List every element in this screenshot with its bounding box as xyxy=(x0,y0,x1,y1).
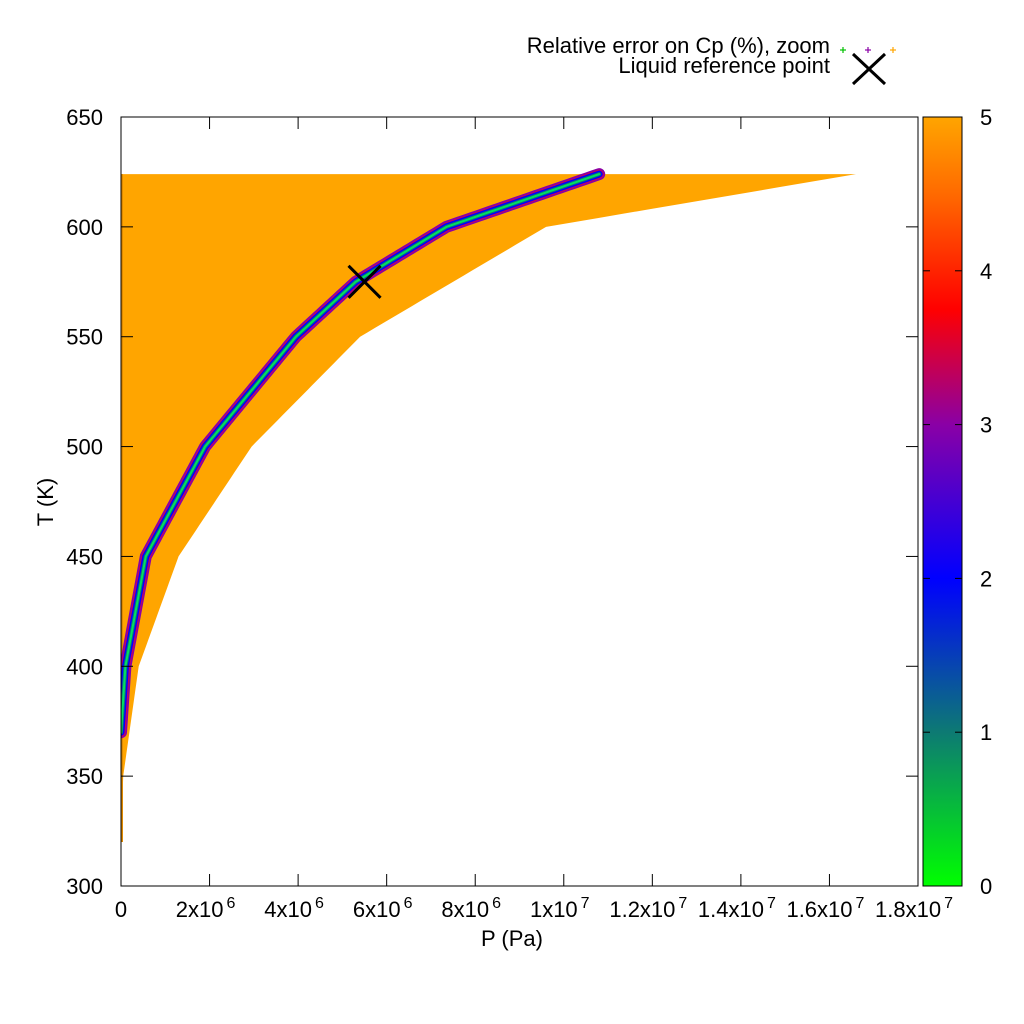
x-tick-label: 1.2x10 7 xyxy=(609,895,687,922)
colorbar-tick-label: 0 xyxy=(980,874,992,899)
x-tick-label: 6x10 6 xyxy=(353,895,413,922)
x-tick-label: 1.4x10 7 xyxy=(698,895,776,922)
colorbar-tick-label: 4 xyxy=(980,259,992,284)
colorbar-tick-label: 1 xyxy=(980,720,992,745)
colorbar-tick-label: 3 xyxy=(980,413,992,438)
x-tick-label: 2x10 6 xyxy=(176,895,236,922)
legend-marker-reference-point xyxy=(851,52,887,86)
y-tick-label: 300 xyxy=(66,874,103,899)
plot-frame xyxy=(120,116,919,887)
y-tick-label: 550 xyxy=(66,325,103,350)
y-tick-label: 500 xyxy=(66,435,103,460)
reference-point-marker xyxy=(347,264,382,299)
x-tick-label: 1.6x10 7 xyxy=(786,895,864,922)
x-axis-ticks: 0 2x10 6 4x10 6 6x10 6 8x10 6 1x10 7 1.2x10 7 1.4x10 7… xyxy=(115,117,953,922)
y-tick-label: 350 xyxy=(66,764,103,789)
y-tick-label: 450 xyxy=(66,544,103,569)
colorbar-tick-label: 2 xyxy=(980,566,992,591)
y-tick-label: 650 xyxy=(66,105,103,130)
colorbar-gradient xyxy=(922,116,963,887)
legend-marker-cp-error xyxy=(840,47,896,53)
colorbar: 0 1 2 3 4 5 xyxy=(922,105,992,899)
y-tick-label: 600 xyxy=(66,215,103,240)
x-tick-label: 1x10 7 xyxy=(530,895,590,922)
legend: Relative error on Cp (%), zoom Liquid re… xyxy=(527,33,896,86)
x-tick-label: 4x10 6 xyxy=(264,895,324,922)
error-region-fill xyxy=(121,174,857,843)
legend-label-reference-point: Liquid reference point xyxy=(618,53,830,78)
y-tick-label: 400 xyxy=(66,654,103,679)
x-tick-label: 0 xyxy=(115,897,127,922)
y-axis-label: T (K) xyxy=(33,478,58,526)
x-axis-label: P (Pa) xyxy=(481,926,543,951)
y-axis-ticks: 300 350 400 450 500 550 600 650 xyxy=(66,105,918,899)
colorbar-ticks: 0 1 2 3 4 5 xyxy=(923,105,992,899)
colorbar-tick-label: 5 xyxy=(980,105,992,130)
legend-label-cp-error: Relative error on Cp (%), zoom xyxy=(527,33,830,58)
x-tick-label: 8x10 6 xyxy=(441,895,501,922)
plot-area xyxy=(121,168,857,843)
x-tick-label: 1.8x10 7 xyxy=(875,895,953,922)
